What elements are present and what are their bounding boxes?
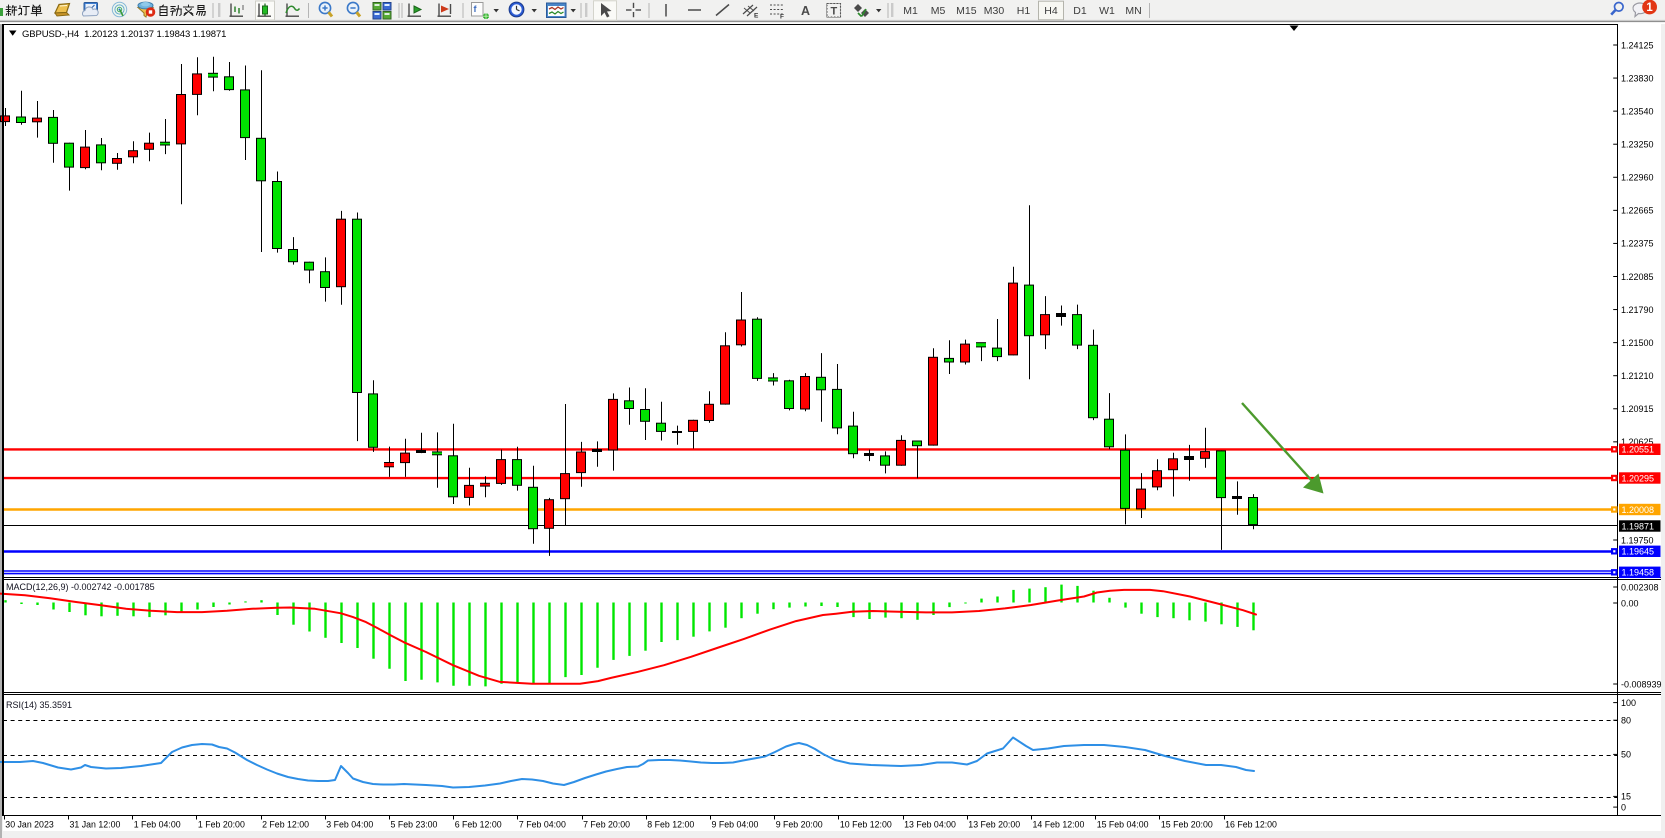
- svg-text:3 Feb 04:00: 3 Feb 04:00: [326, 820, 373, 830]
- svg-text:1: 1: [1646, 2, 1653, 14]
- svg-text:T: T: [831, 6, 838, 18]
- svg-text:M15: M15: [956, 5, 977, 17]
- svg-text:1.20915: 1.20915: [1621, 404, 1654, 414]
- svg-text:1.19750: 1.19750: [1621, 535, 1654, 545]
- svg-text:1.23830: 1.23830: [1621, 73, 1654, 83]
- svg-text:MN: MN: [1125, 5, 1141, 17]
- svg-text:13 Feb 20:00: 13 Feb 20:00: [968, 820, 1020, 830]
- svg-text:1.24125: 1.24125: [1621, 40, 1654, 50]
- svg-text:1.21500: 1.21500: [1621, 338, 1654, 348]
- svg-text:1.21210: 1.21210: [1621, 371, 1654, 381]
- svg-text:50: 50: [1621, 750, 1631, 760]
- svg-text:1.20551: 1.20551: [1622, 445, 1655, 455]
- svg-text:W1: W1: [1099, 5, 1115, 17]
- svg-text:MACD(12,26,9) -0.002742 -0.001: MACD(12,26,9) -0.002742 -0.001785: [6, 582, 155, 592]
- svg-text:30 Jan 2023: 30 Jan 2023: [5, 820, 54, 830]
- svg-text:A: A: [801, 4, 810, 18]
- svg-text:f: f: [474, 4, 478, 14]
- svg-text:14 Feb 12:00: 14 Feb 12:00: [1033, 820, 1085, 830]
- svg-text:1.20625: 1.20625: [1621, 437, 1654, 447]
- svg-text:F: F: [780, 14, 784, 21]
- svg-text:6 Feb 12:00: 6 Feb 12:00: [455, 820, 502, 830]
- svg-text:M1: M1: [903, 5, 918, 17]
- svg-text:1.22375: 1.22375: [1621, 239, 1654, 249]
- svg-text:0.002308: 0.002308: [1621, 582, 1659, 592]
- svg-text:15: 15: [1621, 792, 1631, 802]
- svg-text:10 Feb 12:00: 10 Feb 12:00: [840, 820, 892, 830]
- svg-text:1.23250: 1.23250: [1621, 140, 1654, 150]
- svg-text:15 Feb 20:00: 15 Feb 20:00: [1161, 820, 1213, 830]
- svg-text:8 Feb 12:00: 8 Feb 12:00: [647, 820, 694, 830]
- svg-text:1.22085: 1.22085: [1621, 272, 1654, 282]
- svg-text:15 Feb 04:00: 15 Feb 04:00: [1097, 820, 1149, 830]
- svg-text:2 Feb 12:00: 2 Feb 12:00: [262, 820, 309, 830]
- svg-text:31 Jan 12:00: 31 Jan 12:00: [70, 820, 121, 830]
- svg-text:D1: D1: [1073, 5, 1087, 17]
- svg-text:9 Feb 04:00: 9 Feb 04:00: [712, 820, 759, 830]
- svg-text:H1: H1: [1017, 5, 1031, 17]
- svg-text:1.19645: 1.19645: [1622, 547, 1655, 557]
- svg-text:5 Feb 23:00: 5 Feb 23:00: [391, 820, 438, 830]
- svg-text:1 Feb 20:00: 1 Feb 20:00: [198, 820, 245, 830]
- svg-text:1.22960: 1.22960: [1621, 173, 1654, 183]
- svg-text:H4: H4: [1044, 5, 1058, 17]
- svg-text:E: E: [754, 13, 759, 20]
- svg-text:100: 100: [1621, 698, 1636, 708]
- svg-text:9 Feb 20:00: 9 Feb 20:00: [776, 820, 823, 830]
- svg-text:1.21790: 1.21790: [1621, 305, 1654, 315]
- svg-text:-0.008939: -0.008939: [1621, 679, 1662, 689]
- svg-text:0.00: 0.00: [1621, 598, 1639, 608]
- svg-text:1 Feb 04:00: 1 Feb 04:00: [134, 820, 181, 830]
- svg-text:1.20295: 1.20295: [1622, 473, 1655, 483]
- svg-text:1.19458: 1.19458: [1622, 568, 1655, 578]
- svg-text:RSI(14) 35.3591: RSI(14) 35.3591: [6, 700, 72, 710]
- svg-text:GBPUSD-,H4 1.20123 1.20137 1.: GBPUSD-,H4 1.20123 1.20137 1.19843 1.198…: [22, 29, 226, 40]
- svg-text:16 Feb 12:00: 16 Feb 12:00: [1225, 820, 1277, 830]
- svg-text:M30: M30: [984, 5, 1005, 17]
- svg-text:0: 0: [1621, 802, 1626, 812]
- svg-text:1.23540: 1.23540: [1621, 106, 1654, 116]
- svg-text:13 Feb 04:00: 13 Feb 04:00: [904, 820, 956, 830]
- svg-text:7 Feb 20:00: 7 Feb 20:00: [583, 820, 630, 830]
- svg-text:80: 80: [1621, 716, 1631, 726]
- svg-text:1.19871: 1.19871: [1622, 521, 1655, 531]
- svg-text:M5: M5: [931, 5, 946, 17]
- svg-text:1.22665: 1.22665: [1621, 206, 1654, 216]
- svg-text:7 Feb 04:00: 7 Feb 04:00: [519, 820, 566, 830]
- svg-text:1.20008: 1.20008: [1622, 505, 1655, 515]
